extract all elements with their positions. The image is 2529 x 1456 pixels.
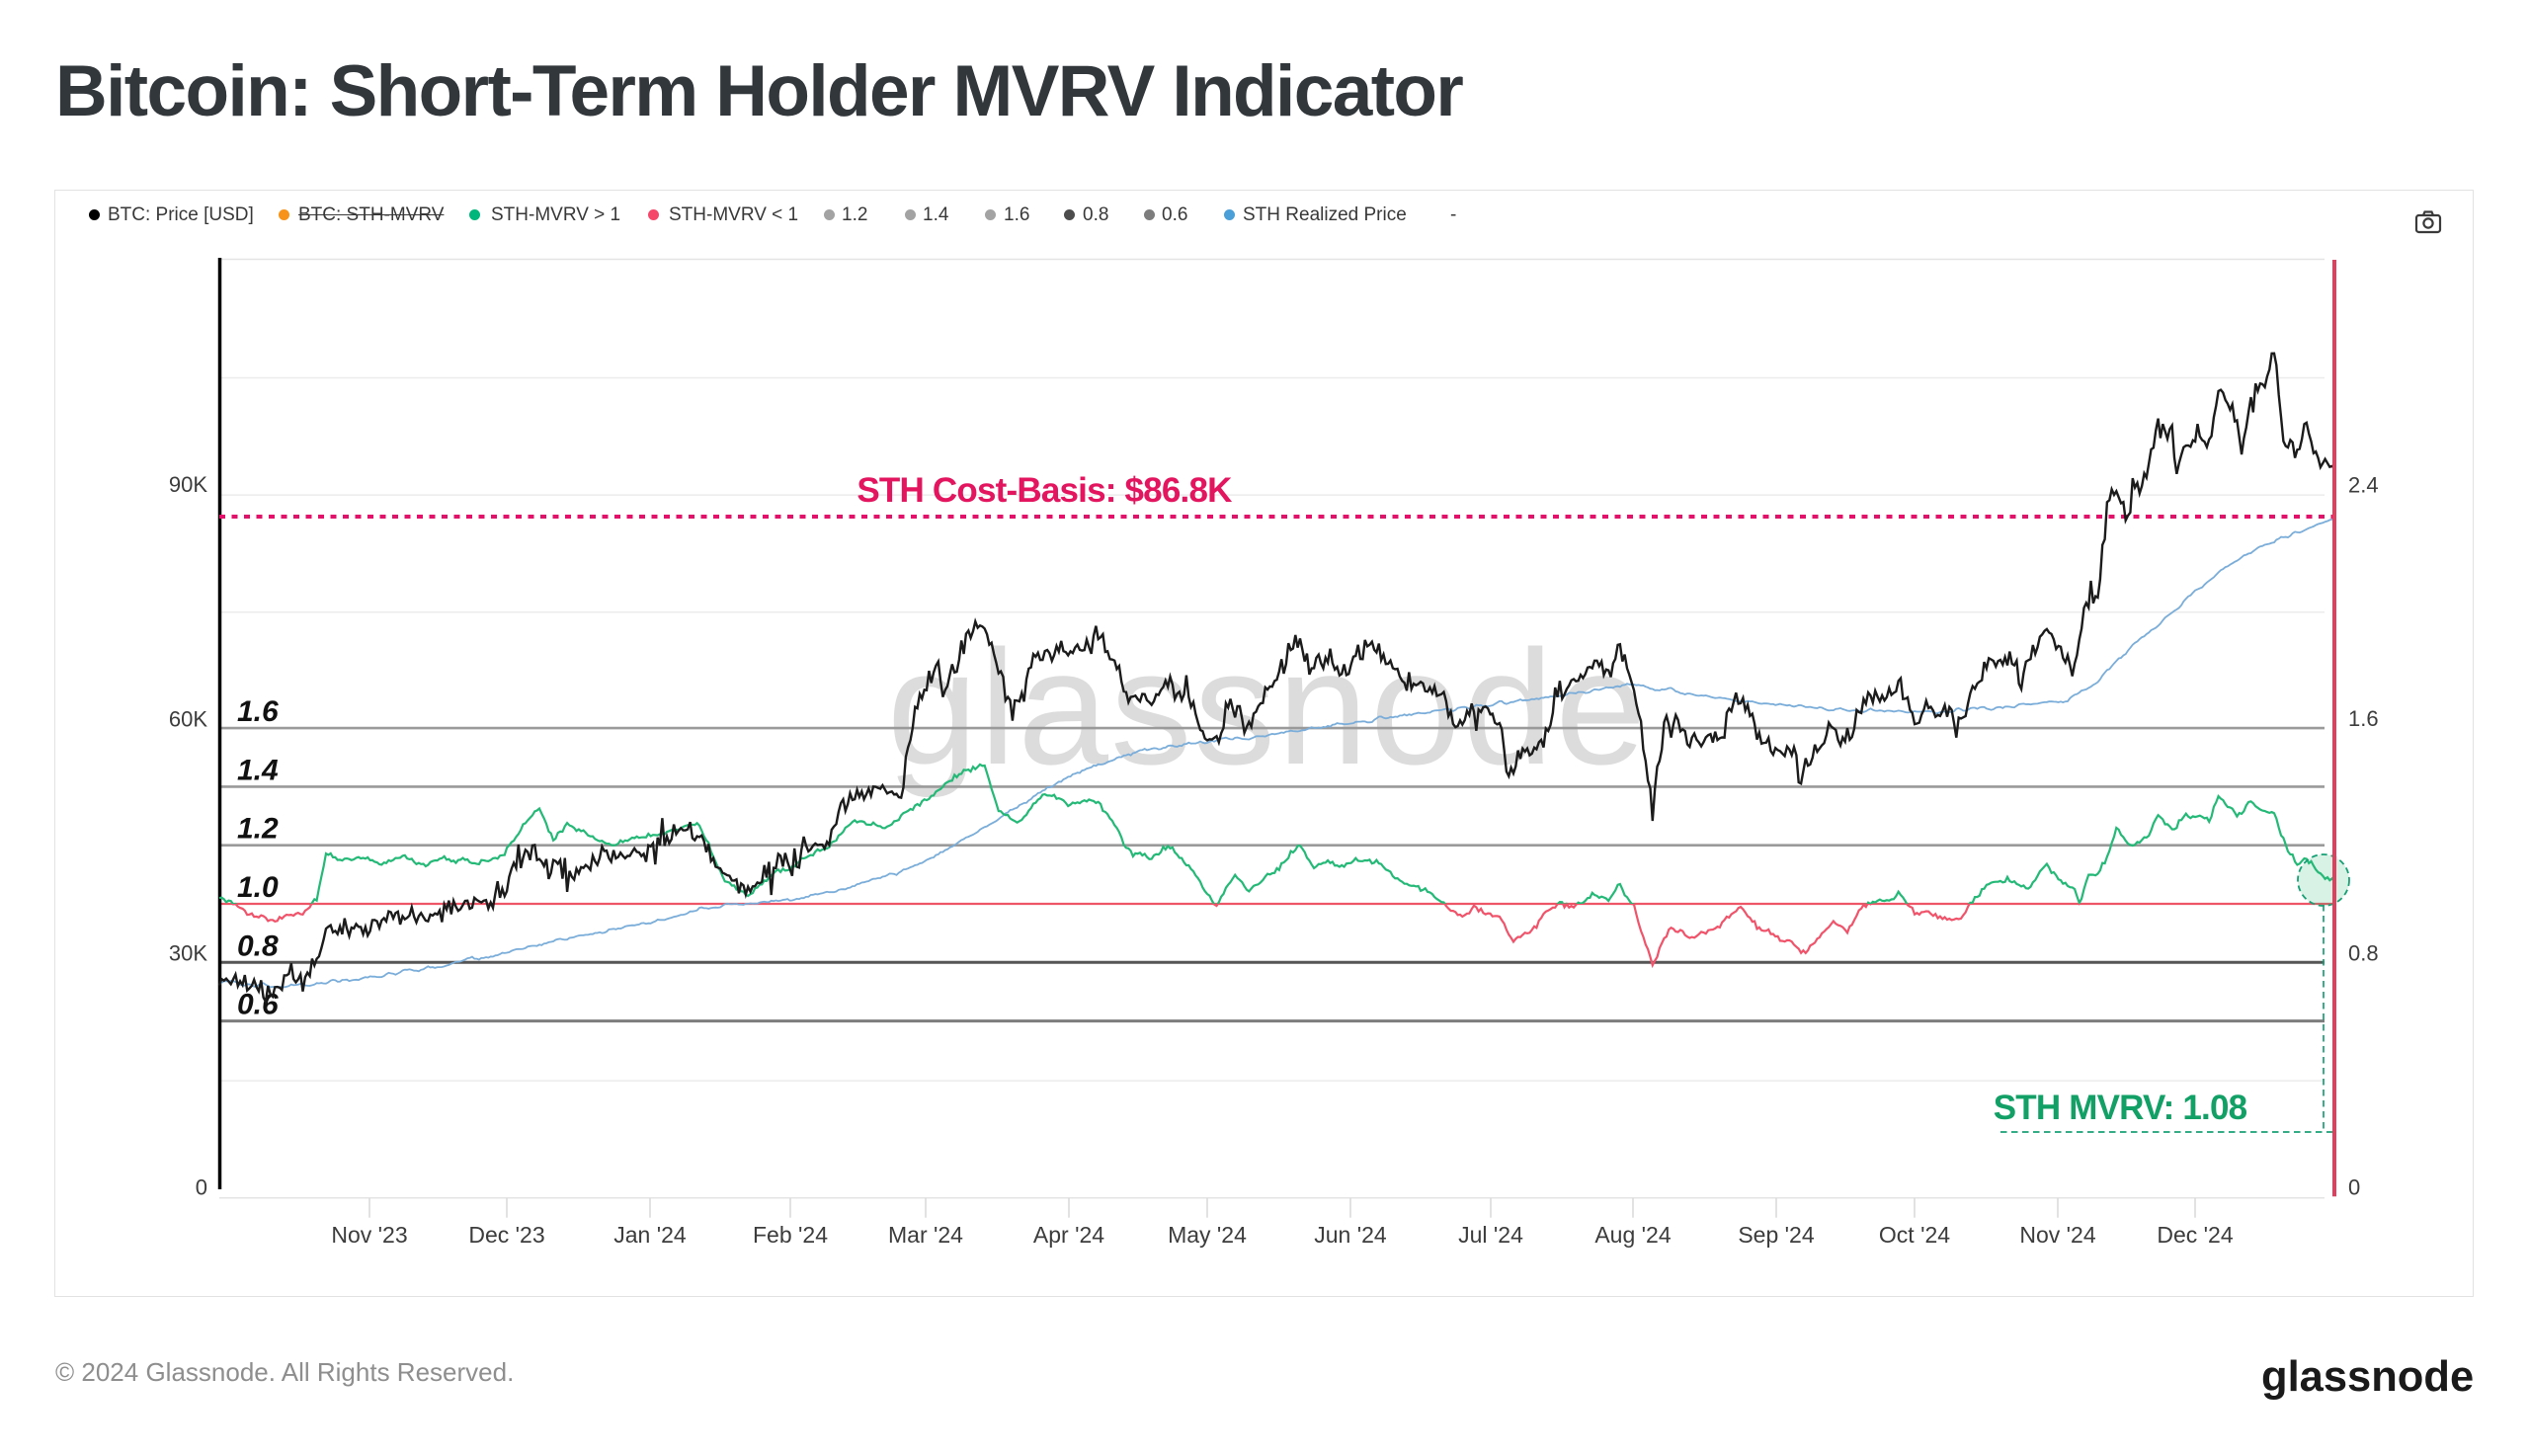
svg-text:1.2: 1.2 (237, 813, 279, 846)
svg-text:1.0: 1.0 (237, 871, 279, 904)
svg-text:90K: 90K (169, 472, 207, 497)
svg-text:glassnode: glassnode (887, 616, 1648, 798)
svg-text:Feb '24: Feb '24 (753, 1222, 828, 1248)
svg-text:Mar '24: Mar '24 (888, 1222, 963, 1248)
svg-text:0: 0 (196, 1175, 207, 1200)
svg-text:0: 0 (2348, 1175, 2360, 1200)
svg-text:Aug '24: Aug '24 (1594, 1222, 1671, 1248)
svg-text:30K: 30K (169, 941, 207, 966)
svg-text:Nov '23: Nov '23 (331, 1222, 407, 1248)
svg-text:60K: 60K (169, 706, 207, 731)
svg-text:1.6: 1.6 (2348, 706, 2379, 731)
svg-text:May '24: May '24 (1168, 1222, 1247, 1248)
svg-text:0.8: 0.8 (237, 930, 279, 962)
svg-text:Nov '24: Nov '24 (2019, 1222, 2095, 1248)
svg-text:Sep '24: Sep '24 (1738, 1222, 1814, 1248)
svg-text:1.4: 1.4 (237, 754, 279, 786)
svg-text:STH MVRV: 1.08: STH MVRV: 1.08 (1994, 1089, 2247, 1127)
svg-text:Dec '24: Dec '24 (2157, 1222, 2233, 1248)
svg-text:2.4: 2.4 (2348, 473, 2379, 498)
svg-text:STH Cost-Basis: $86.8K: STH Cost-Basis: $86.8K (857, 471, 1232, 510)
svg-text:Jul '24: Jul '24 (1458, 1222, 1523, 1248)
svg-text:Dec '23: Dec '23 (468, 1222, 544, 1248)
svg-text:0.8: 0.8 (2348, 940, 2379, 965)
svg-text:Jan '24: Jan '24 (613, 1222, 687, 1248)
svg-text:1.6: 1.6 (237, 695, 279, 728)
svg-text:Jun '24: Jun '24 (1314, 1222, 1387, 1248)
svg-text:Oct '24: Oct '24 (1879, 1222, 1950, 1248)
svg-text:Apr '24: Apr '24 (1033, 1222, 1104, 1248)
